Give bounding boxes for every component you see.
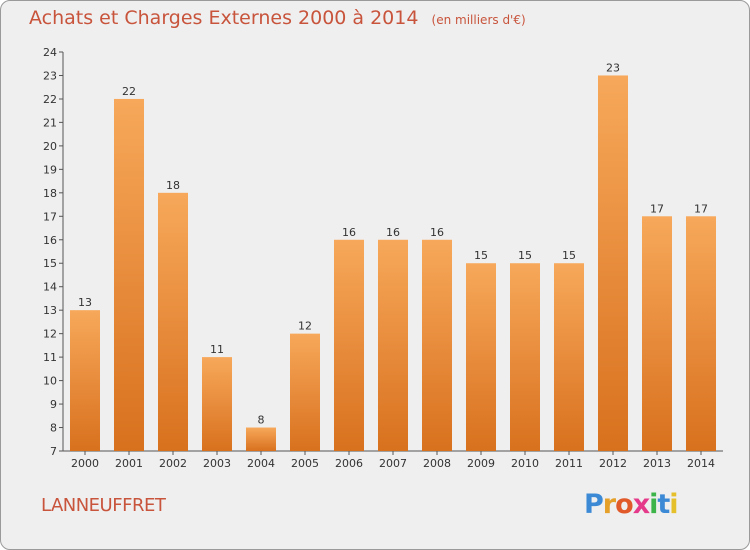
y-tick-label: 23 [43, 69, 57, 82]
chart-title-block: Achats et Charges Externes 2000 à 2014 (… [29, 7, 526, 29]
y-tick-label: 21 [43, 116, 57, 129]
chart-subtitle: (en milliers d'€) [431, 13, 526, 27]
bar-2005 [290, 333, 320, 451]
bar-2002 [158, 192, 188, 451]
proxiti-logo: Proxiti [584, 489, 679, 520]
y-tick-label: 12 [43, 328, 57, 341]
y-tick-label: 17 [43, 210, 57, 223]
place-name: LANNEUFFRET [41, 495, 166, 516]
bar-2006 [334, 239, 364, 451]
x-tick-label: 2006 [335, 457, 363, 470]
x-tick-label: 2014 [687, 457, 715, 470]
bar-value-label: 16 [430, 226, 444, 239]
x-tick-label: 2013 [643, 457, 671, 470]
bar-value-label: 15 [562, 249, 576, 262]
bar-2001 [114, 98, 144, 452]
y-tick-label: 14 [43, 281, 57, 294]
logo-letter: P [584, 489, 604, 520]
y-tick-label: 9 [50, 398, 57, 411]
logo-letter: i [669, 489, 678, 520]
bar-2004 [246, 427, 276, 451]
y-tick-label: 10 [43, 375, 57, 388]
bar-2008 [422, 239, 452, 451]
bar-value-label: 13 [78, 296, 92, 309]
x-tick-label: 2010 [511, 457, 539, 470]
x-tick-label: 2011 [555, 457, 583, 470]
bar-value-label: 17 [694, 202, 708, 215]
y-tick-label: 11 [43, 351, 57, 364]
y-tick-label: 18 [43, 187, 57, 200]
bar-value-label: 15 [474, 249, 488, 262]
x-tick-label: 2012 [599, 457, 627, 470]
x-tick-label: 2002 [159, 457, 187, 470]
x-tick-label: 2009 [467, 457, 495, 470]
bar-value-label: 16 [386, 226, 400, 239]
logo-letter: x [632, 489, 650, 520]
x-tick-label: 2007 [379, 457, 407, 470]
y-tick-label: 16 [43, 234, 57, 247]
logo-letter: r [602, 489, 616, 520]
y-tick-label: 7 [50, 445, 57, 458]
bar-2012 [598, 75, 628, 452]
bar-value-label: 22 [122, 85, 136, 98]
logo-letter: o [615, 489, 634, 520]
bar-value-label: 16 [342, 226, 356, 239]
x-tick-label: 2008 [423, 457, 451, 470]
chart-title: Achats et Charges Externes 2000 à 2014 [29, 7, 419, 29]
bar-value-label: 8 [258, 414, 265, 427]
logo-letter: t [657, 489, 670, 520]
y-tick-label: 19 [43, 163, 57, 176]
bar-value-label: 11 [210, 343, 224, 356]
y-tick-label: 13 [43, 304, 57, 317]
y-tick-label: 20 [43, 140, 57, 153]
x-tick-label: 2003 [203, 457, 231, 470]
bar-value-label: 18 [166, 179, 180, 192]
y-tick-label: 8 [50, 422, 57, 435]
bar-value-label: 15 [518, 249, 532, 262]
bar-2013 [642, 216, 672, 451]
bar-value-label: 17 [650, 202, 664, 215]
bar-2007 [378, 239, 408, 451]
x-tick-label: 2005 [291, 457, 319, 470]
bar-2009 [466, 263, 496, 451]
bar-2000 [70, 310, 100, 451]
bar-2014 [686, 216, 716, 451]
bar-2011 [554, 263, 584, 451]
y-tick-label: 24 [43, 46, 57, 59]
x-tick-label: 2001 [115, 457, 143, 470]
y-tick-label: 15 [43, 257, 57, 270]
logo-letter: i [649, 489, 658, 520]
bar-value-label: 23 [606, 61, 620, 74]
y-tick-label: 22 [43, 93, 57, 106]
x-tick-label: 2004 [247, 457, 275, 470]
bar-value-label: 12 [298, 320, 312, 333]
bar-2010 [510, 263, 540, 451]
x-tick-label: 2000 [71, 457, 99, 470]
bar-2003 [202, 357, 232, 451]
